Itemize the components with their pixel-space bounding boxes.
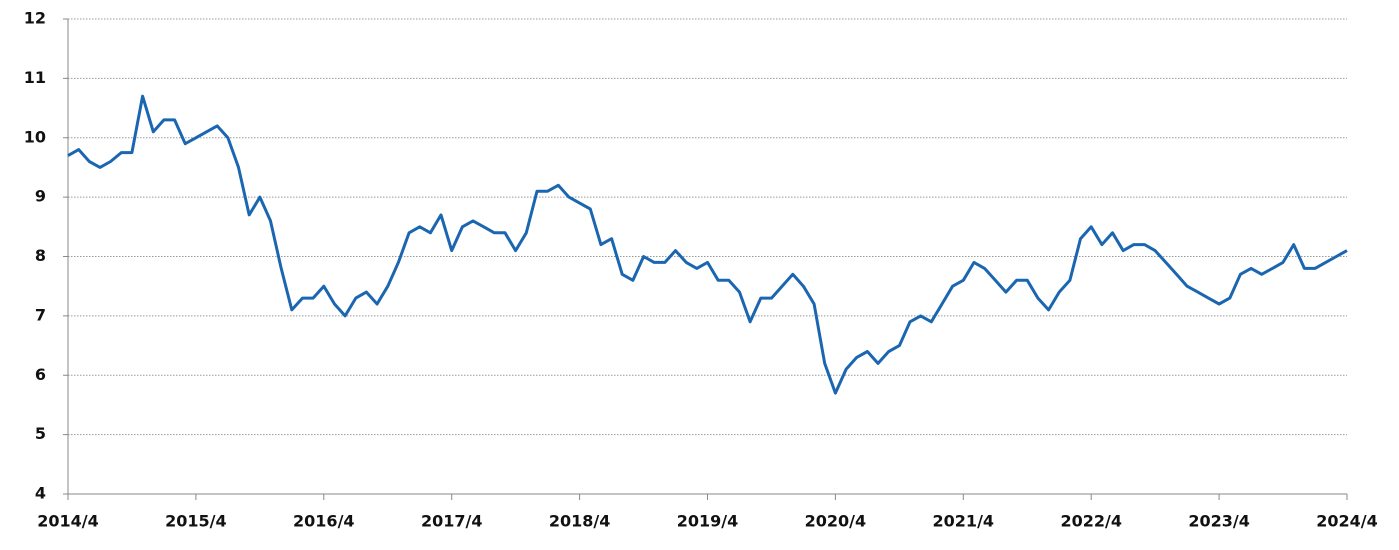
- x-tick-label: 2018/4: [549, 512, 611, 531]
- y-tick-label: 4: [35, 484, 46, 503]
- x-tick-label: 2016/4: [293, 512, 355, 531]
- y-tick-label: 12: [24, 9, 46, 28]
- x-tick-label: 2017/4: [421, 512, 483, 531]
- x-tick-label: 2024/4: [1316, 512, 1378, 531]
- x-tick-label: 2022/4: [1060, 512, 1122, 531]
- y-tick-label: 9: [35, 187, 46, 206]
- x-tick-label: 2014/4: [37, 512, 99, 531]
- y-tick-label: 6: [35, 365, 46, 384]
- x-tick-label: 2021/4: [933, 512, 995, 531]
- x-tick-label: 2020/4: [805, 512, 867, 531]
- y-tick-label: 11: [24, 68, 46, 87]
- x-tick-label: 2015/4: [165, 512, 227, 531]
- y-tick-label: 7: [35, 305, 46, 324]
- data-line: [67, 94, 1348, 395]
- x-tick-label: 2019/4: [677, 512, 739, 531]
- y-tick-label: 10: [24, 127, 46, 146]
- y-tick-label: 5: [35, 424, 46, 443]
- y-tick-label: 8: [35, 246, 46, 265]
- x-tick-label: 2023/4: [1188, 512, 1250, 531]
